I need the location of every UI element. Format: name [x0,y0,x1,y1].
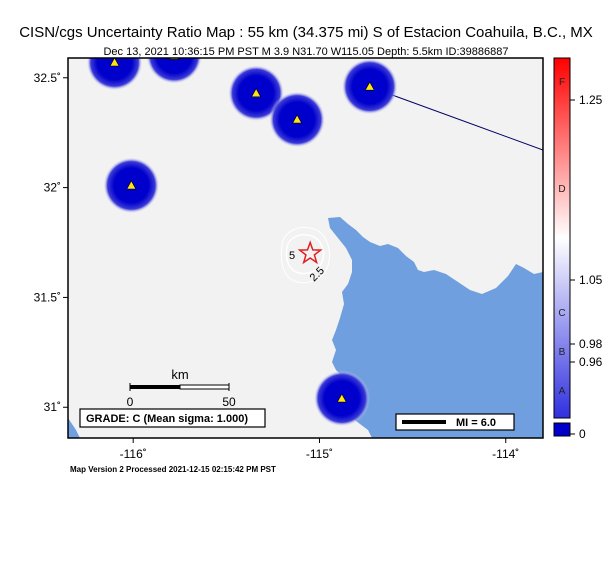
colorbar-grade-letter: D [558,184,565,195]
lon-tick-label: -115˚ [306,447,333,461]
colorbar-grade-letter: B [559,347,566,358]
fault-line [383,91,543,151]
scale-bar-title: km [171,367,188,382]
mi-legend: MI = 6.0 [395,413,515,431]
colorbar-grade-letter: A [559,386,566,397]
map-title: CISN/cgs Uncertainty Ratio Map : 55 km (… [19,24,593,41]
colorbar: F D C B A 1.25 1.05 0.98 0.96 0 [553,57,603,441]
colorbar-value-label: 0.96 [579,355,603,369]
scale-bar: km 0 50 [127,367,236,409]
lat-tick-label: 31˚ [44,400,61,414]
station-triangle-icon [364,81,375,91]
uncertainty-contour-2-5 [280,227,330,284]
colorbar-value-label: 1.05 [579,273,603,287]
colorbar-value-label: 0.98 [579,337,603,351]
event-info: Dec 13, 2021 10:36:15 PM PST M 3.9 N31.7… [103,46,509,58]
colorbar-min-swatch [553,422,571,437]
scale-bar-label-50: 50 [222,395,236,409]
station-layer [86,58,398,427]
grade-text: GRADE: C (Mean sigma: 1.000) [86,413,248,425]
lat-tick-label: 32˚ [44,181,61,195]
station-triangle-icon [109,58,120,67]
gulf-of-california [328,217,543,438]
station-triangle-icon [292,114,303,124]
map-frame [67,57,544,439]
grade-box: GRADE: C (Mean sigma: 1.000) [79,408,266,428]
scale-bar-label-0: 0 [127,395,134,409]
colorbar-value-label: 0 [579,427,586,441]
station-triangle-icon [251,88,262,98]
mi-legend-text: MI = 6.0 [456,417,496,429]
station-uncertainty-disk [146,58,203,84]
colorbar-grade-letter: C [558,308,565,319]
colorbar-value-label: 1.25 [579,93,603,107]
water-sliver-left [68,418,80,438]
lat-tick-label: 32.5˚ [34,71,61,85]
station-triangle-icon [336,393,347,403]
map-version-footer: Map Version 2 Processed 2021-12-15 02:15… [70,465,276,474]
colorbar-grade-letter: F [559,77,565,88]
station-triangle-icon [126,180,137,190]
uncertainty-contour-5 [285,234,325,275]
epicenter-star-icon [297,240,323,265]
contour-label-5: 5 [289,250,295,262]
lon-tick-label: -116˚ [120,447,147,461]
lat-tick-label: 31.5˚ [34,290,61,304]
lon-tick-label: -114˚ [492,447,519,461]
station-uncertainty-disk [86,58,143,91]
map-axes: -116˚ -115˚ -114˚ 32.5˚ 32˚ 31.5˚ 31˚ [34,71,520,461]
